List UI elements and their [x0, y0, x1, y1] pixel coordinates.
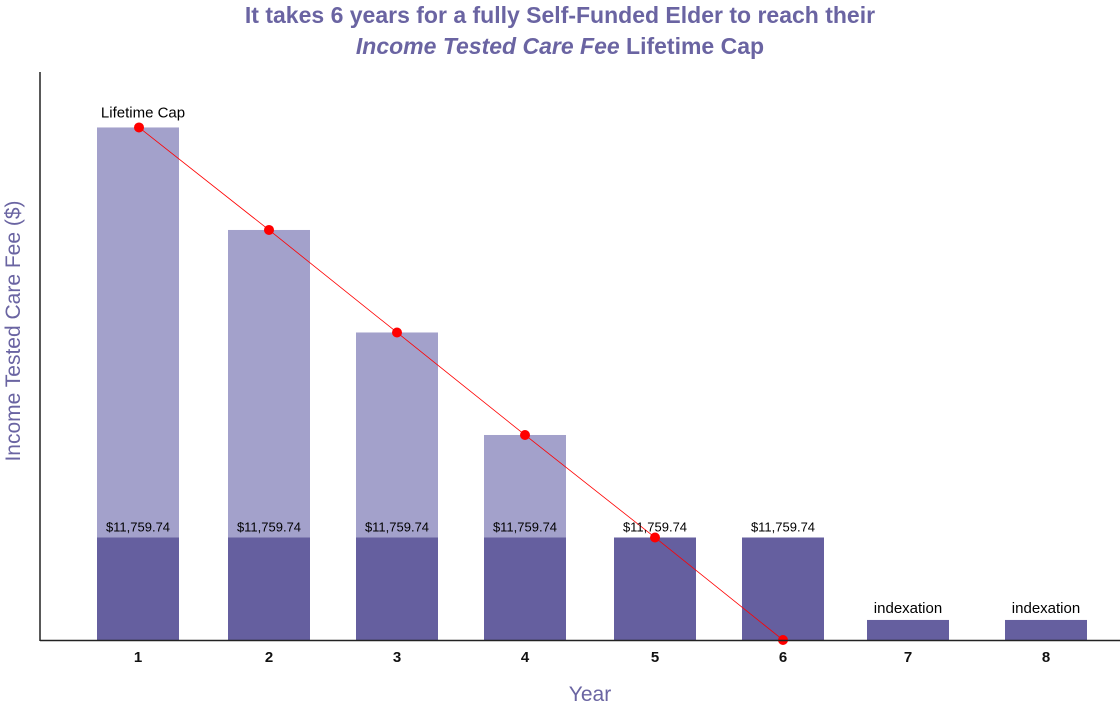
x-tick-4: 4	[521, 649, 530, 666]
data-labels: $11,759.74 $11,759.74 $11,759.74 $11,759.74…	[101, 104, 1080, 616]
bar-label-year-5: $11,759.74	[623, 519, 687, 534]
cap-point-year-5	[650, 532, 660, 543]
x-tick-2: 2	[265, 649, 273, 666]
bar-label-year-3: $11,759.74	[365, 519, 429, 534]
bar-label-year-8: indexation	[1012, 600, 1080, 617]
bar-base-year-4	[484, 537, 566, 640]
cap-point-year-4	[520, 429, 530, 440]
base-bars-series	[97, 537, 1087, 640]
cap-point-year-2	[264, 224, 274, 235]
x-axis-title: Year	[569, 683, 611, 706]
bar-base-year-7	[867, 619, 949, 640]
bar-label-year-4: $11,759.74	[493, 519, 557, 534]
bar-label-year-2: $11,759.74	[237, 519, 301, 534]
cap-point-year-1	[134, 122, 144, 133]
bar-remaining-year-1	[97, 127, 179, 538]
bar-base-year-3	[356, 537, 438, 640]
bar-base-year-6	[742, 537, 824, 640]
cap-line	[138, 127, 784, 641]
remaining-bars-series	[97, 127, 566, 538]
bar-base-year-1	[97, 537, 179, 640]
chart-title-italic-part: Income Tested Care Fee	[355, 33, 620, 59]
y-axis-title: Income Tested Care Fee ($)	[2, 200, 25, 461]
bar-base-year-5	[614, 537, 696, 640]
bar-base-year-2	[228, 537, 310, 640]
x-tick-1: 1	[134, 649, 142, 666]
bar-remaining-year-3	[356, 332, 438, 538]
x-tick-7: 7	[904, 649, 912, 666]
cap-point-year-3	[392, 327, 402, 338]
chart-title-line-1: It takes 6 years for a fully Self-Funded…	[244, 2, 876, 28]
chart-title-line-2: Income Tested Care Fee Lifetime Cap	[0, 31, 1120, 62]
bar-base-year-8	[1005, 619, 1087, 640]
chart-title: It takes 6 years for a fully Self-Funded…	[0, 0, 1120, 62]
x-tick-6: 6	[779, 649, 787, 666]
bar-remaining-year-4	[484, 434, 566, 538]
bar-label-year-1: $11,759.74	[106, 519, 170, 534]
bar-remaining-year-2	[228, 229, 310, 538]
cap-label: Lifetime Cap	[101, 104, 185, 121]
chart-title-rest-part: Lifetime Cap	[619, 33, 765, 59]
x-tick-labels: 1 2 3 4 5 6 7 8	[134, 649, 1050, 666]
x-tick-5: 5	[651, 649, 659, 666]
x-tick-3: 3	[393, 649, 401, 666]
bar-label-year-6: $11,759.74	[751, 519, 815, 534]
cap-line-series	[134, 122, 788, 645]
bar-label-year-7: indexation	[874, 600, 942, 617]
x-tick-8: 8	[1042, 649, 1050, 666]
